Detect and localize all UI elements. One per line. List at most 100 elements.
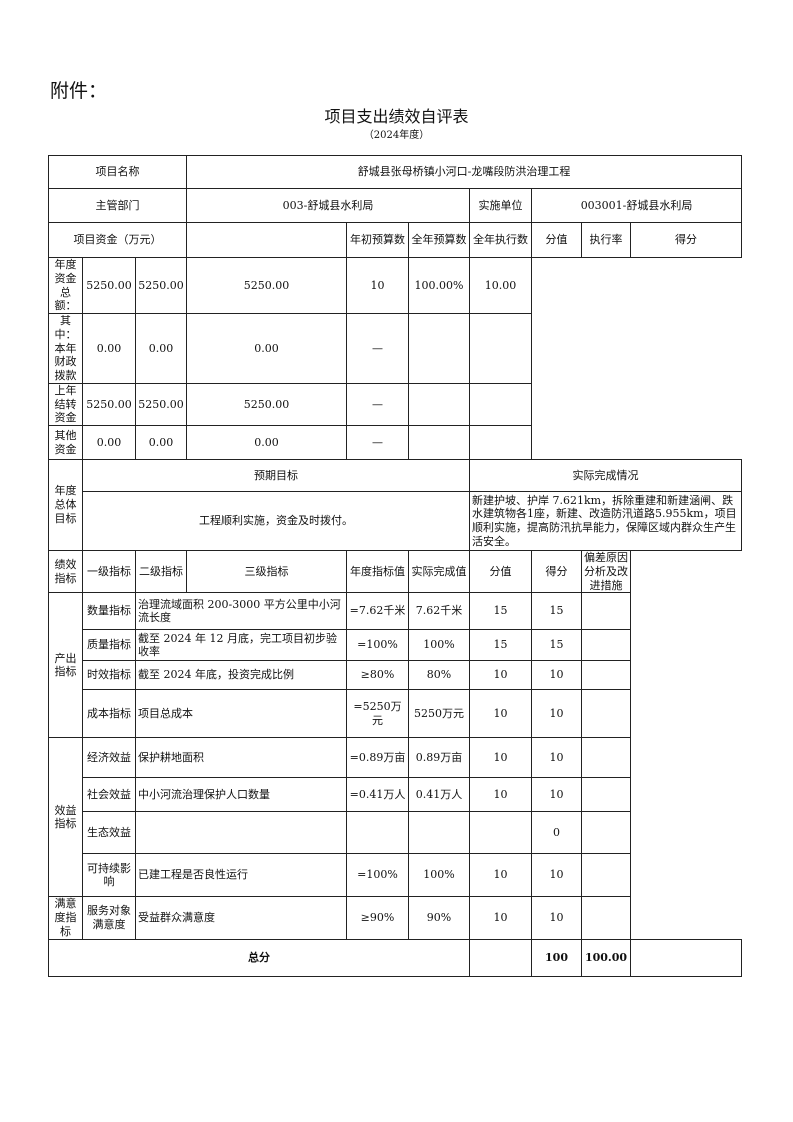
funds-value: 100.00% [408,257,471,314]
perf-value [581,629,632,662]
perf-value: 15 [531,592,583,631]
level3-indicator: 受益群众满意度 [134,896,348,940]
perf-header: 一级指标 [82,549,136,594]
funds-row: 其他资金 0.00 0.00 0.00— [48,425,742,460]
perf-value: =7.62千米 [346,592,410,631]
funds-value [469,313,533,384]
level2-indicator: 时效指标 [82,660,136,691]
perf-value: 10 [469,660,533,691]
funds-value: 0.00 [134,313,188,384]
perf-value [581,737,632,779]
level2-indicator: 经济效益 [82,737,136,779]
funds-value: 5250.00 [134,382,188,427]
level2-indicator: 质量指标 [82,629,136,662]
expected-label: 预期目标 [81,459,471,492]
perf-value: 7.62千米 [408,592,471,631]
dept-value: 003-舒城县水利局 [186,188,471,223]
perf-value: 80% [408,660,471,691]
funds-value: 0.00 [82,313,136,384]
perf-value: =5250万元 [346,689,410,739]
perf-value: 90% [408,896,471,940]
total-got: 100.00 [581,938,632,977]
level1-indicator: 产出指标 [48,592,83,739]
perf-value [581,689,632,739]
funds-value [469,425,533,460]
perf-header: 实际完成值 [408,549,471,594]
level3-indicator: 中小河流治理保护人口数量 [134,777,348,813]
level2-indicator: 可持续影响 [82,853,136,898]
perf-value: 100% [408,629,471,662]
level3-indicator: 已建工程是否良性运行 [134,853,348,898]
perf-header: 分值 [469,549,533,594]
unit-label: 实施单位 [469,188,533,223]
level3-indicator: 治理流域面积 200-3000 平方公里中小河流长度 [134,592,348,631]
perf-header: 年度指标值 [346,549,410,594]
perf-value: 10 [469,737,533,779]
funds-header: 执行率 [581,222,632,258]
funds-value: 5250.00 [186,257,348,314]
funds-value [408,425,471,460]
perf-header: 二级指标 [134,549,188,594]
perf-value: 100% [408,853,471,898]
perf-value: 0.89万亩 [408,737,471,779]
perf-header: 三级指标 [186,549,348,594]
dept-label: 主管部门 [47,188,188,223]
perf-value: 10 [469,896,533,940]
level2-indicator: 服务对象满意度 [82,896,136,940]
funds-value [469,382,533,427]
total-score: 100 [531,938,583,977]
perf-value: 10 [531,660,583,691]
perf-value [581,660,632,691]
perf-value: ≥90% [346,896,410,940]
funds-label: 项目资金（万元） [47,222,188,258]
funds-header: 得分 [630,222,743,258]
perf-value: 10 [531,737,583,779]
funds-row: 年度资金总额： 5250.00 5250.00 5250.00 10 100.00% 10.… [48,257,742,314]
perf-value [581,896,632,940]
funds-header: 全年执行数 [469,222,533,258]
level2-indicator: 社会效益 [82,777,136,813]
perf-value [581,853,632,898]
funds-row: 其中：本年财政拨款 0.00 0.00 0.00— [48,313,742,384]
perf-value [581,592,632,631]
level3-indicator: 保护耕地面积 [134,737,348,779]
perf-value [581,777,632,813]
perf-label: 绩效指标 [48,549,83,594]
funds-value [408,382,471,427]
perf-value: =0.89万亩 [346,737,410,779]
funds-row-label: 上年结转资金 [48,382,83,427]
actual-label: 实际完成情况 [469,459,743,492]
actual-goal: 新建护坡、护岸 7.621km，拆除重建和新建涵闸、跌水建筑物各1座，新建、改造… [469,491,743,551]
funds-value: 0.00 [134,425,188,460]
perf-value: 15 [469,592,533,631]
perf-value [408,811,471,855]
perf-value [469,811,533,855]
perf-value: 10 [531,689,583,739]
funds-value: — [346,425,410,460]
funds-header: 年初预算数 [346,222,410,258]
perf-row: 质量指标 截至 2024 年 12 月底，完工项目初步验收率 =100% 100% 15… [49,629,742,662]
perf-row: 时效指标 截至 2024 年底，投资完成比例 ≥80% 80% 10 10 [49,660,742,691]
attachment-label: 附件： [50,80,108,102]
perf-row: 生态效益 0 [49,811,742,855]
perf-value: 10 [531,853,583,898]
funds-value: 0.00 [186,425,348,460]
level3-indicator: 截至 2024 年底，投资完成比例 [134,660,348,691]
funds-row-label: 其中：本年财政拨款 [48,313,83,384]
funds-value: 10 [346,257,410,314]
perf-value: 0 [531,811,583,855]
funds-value: 0.00 [186,313,348,384]
evaluation-table: 项目名称 舒城县张母桥镇小河口-龙嘴段防洪治理工程 主管部门 003-舒城县水利局实… [47,155,743,977]
perf-row: 产出指标 数量指标 治理流域面积 200-3000 平方公里中小河流长度 =7.62千… [48,592,742,739]
perf-value: 10 [469,777,533,813]
perf-value: 10 [469,853,533,898]
perf-row: 成本指标 项目总成本 =5250万元 5250万元 10 10 [49,689,742,739]
funds-header: 全年预算数 [408,222,471,258]
funds-value: 5250.00 [82,257,136,314]
level2-indicator: 生态效益 [82,811,136,855]
perf-header: 得分 [531,549,583,594]
perf-value: 10 [531,896,583,940]
name-label: 项目名称 [47,155,188,189]
perf-row: 社会效益 中小河流治理保护人口数量 =0.41万人 0.41万人 10 10 [49,777,742,813]
perf-row: 满意度指标 服务对象满意度 受益群众满意度 ≥90% 90% 10 10 [48,896,742,940]
